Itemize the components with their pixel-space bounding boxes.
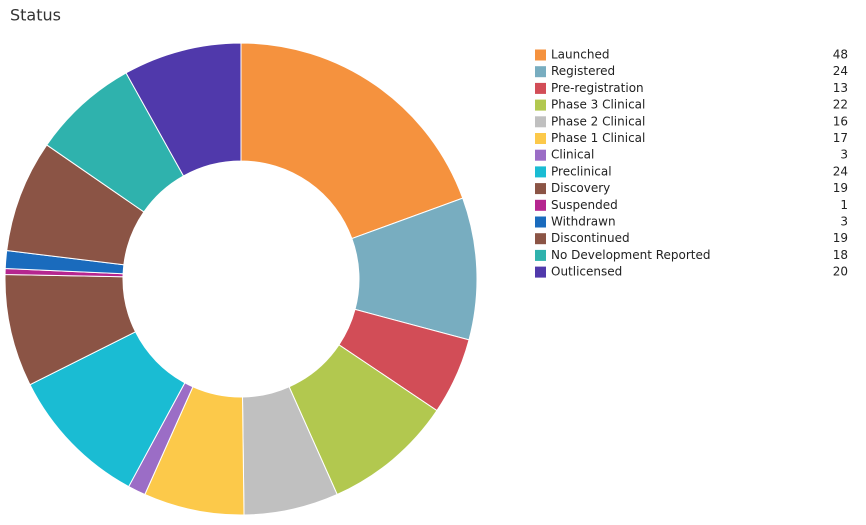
legend-swatch	[535, 166, 546, 178]
legend-value: 20	[833, 265, 848, 279]
legend-swatch	[535, 199, 546, 211]
legend-swatch	[535, 149, 546, 161]
legend-label: Phase 2 Clinical	[551, 114, 645, 128]
donut-slice	[125, 42, 242, 177]
legend-value: 13	[833, 81, 848, 95]
legend-swatch	[535, 233, 546, 245]
legend-swatch	[535, 116, 546, 128]
legend-value: 17	[833, 131, 848, 145]
legend-value: 3	[840, 215, 848, 229]
legend-label: Phase 3 Clinical	[551, 98, 645, 112]
legend-swatch	[535, 82, 546, 94]
legend-label: Discovery	[551, 181, 610, 195]
legend-label: Discontinued	[551, 231, 630, 245]
legend-swatch	[535, 99, 546, 111]
legend-label: Phase 1 Clinical	[551, 131, 645, 145]
legend-label: Preclinical	[551, 164, 612, 178]
legend-value: 24	[833, 64, 848, 78]
legend-swatch	[535, 266, 546, 278]
legend-swatch	[535, 216, 546, 228]
legend-value: 16	[833, 114, 848, 128]
legend-value: 48	[833, 48, 848, 62]
legend-value: 22	[833, 98, 848, 112]
legend-label: Launched	[551, 48, 609, 62]
legend-value: 19	[833, 231, 848, 245]
legend-value: 1	[840, 198, 848, 212]
legend-value: 18	[833, 248, 848, 262]
legend-label: Registered	[551, 64, 615, 78]
legend-value: 19	[833, 181, 848, 195]
legend-swatch	[535, 183, 546, 195]
donut-slice	[240, 42, 464, 240]
legend-label: Outlicensed	[551, 265, 622, 279]
legend-label: Pre-registration	[551, 81, 644, 95]
legend-swatch	[535, 133, 546, 144]
legend-value: 24	[833, 164, 848, 178]
legend-swatch	[535, 49, 546, 61]
legend-value: 3	[840, 148, 848, 162]
legend-swatch	[535, 66, 546, 78]
legend-label: Withdrawn	[551, 215, 616, 229]
legend-swatch	[535, 249, 546, 261]
chart-title: Status	[10, 6, 61, 25]
legend-label: Suspended	[551, 198, 618, 212]
legend-label: Clinical	[551, 148, 594, 162]
legend-label: No Development Reported	[551, 248, 711, 262]
